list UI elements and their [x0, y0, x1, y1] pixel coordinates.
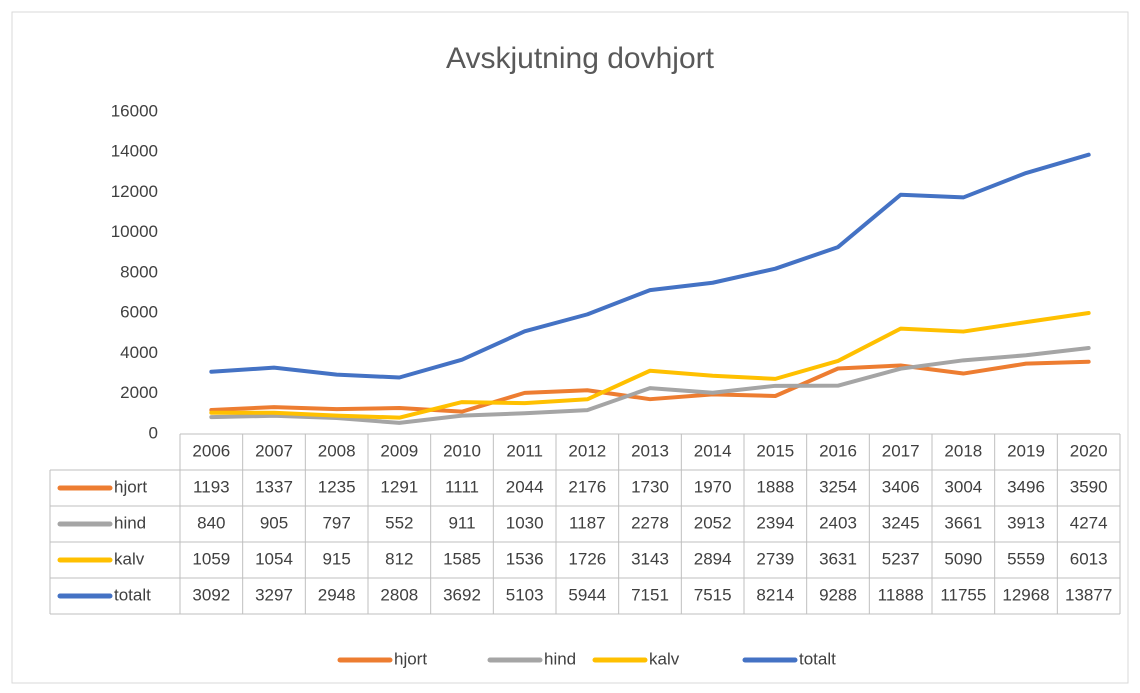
table-cell: 3692 — [443, 585, 481, 604]
table-cell: 1030 — [506, 513, 544, 532]
y-tick-label: 14000 — [111, 142, 158, 161]
x-tick-label: 2010 — [443, 441, 481, 460]
chart-border — [11, 11, 1129, 684]
table-cell: 3913 — [1007, 513, 1045, 532]
table-cell: 7151 — [631, 585, 669, 604]
series-line — [209, 359, 1091, 414]
legend-label: totalt — [799, 649, 836, 668]
table-cell: 1726 — [568, 549, 606, 568]
table-cell: 2044 — [506, 477, 544, 496]
table-cell: 2176 — [568, 477, 606, 496]
table-cell: 1111 — [445, 477, 479, 496]
table-cell: 4274 — [1070, 513, 1108, 532]
y-tick-label: 4000 — [120, 343, 158, 362]
table-cell: 905 — [260, 513, 288, 532]
table-cell: 5559 — [1007, 549, 1045, 568]
table-cell: 13877 — [1065, 585, 1112, 604]
table-cell: 915 — [322, 549, 350, 568]
table-cell: 1187 — [569, 513, 606, 532]
table-cell: 3631 — [819, 549, 857, 568]
x-tick-label: 2020 — [1070, 441, 1108, 460]
table-cell: 911 — [448, 513, 475, 532]
table-cell: 1536 — [506, 549, 544, 568]
series-line — [209, 345, 1091, 425]
table-cell: 2394 — [756, 513, 794, 532]
table-cell: 2278 — [631, 513, 669, 532]
table-cell: 3245 — [882, 513, 920, 532]
x-tick-label: 2007 — [255, 441, 293, 460]
legend-label: hjort — [394, 649, 427, 668]
table-cell: 3590 — [1070, 477, 1108, 496]
legend-label: kalv — [649, 649, 680, 668]
table-cell: 5090 — [944, 549, 982, 568]
x-tick-label: 2012 — [568, 441, 606, 460]
x-tick-label: 2008 — [318, 441, 356, 460]
y-tick-label: 6000 — [120, 303, 158, 322]
table-cell: 3297 — [255, 585, 293, 604]
table-cell: 3496 — [1007, 477, 1045, 496]
table-cell: 8214 — [756, 585, 794, 604]
table-cell: 9288 — [819, 585, 857, 604]
table-cell: 2052 — [694, 513, 732, 532]
table-series-name: hind — [114, 513, 146, 532]
x-tick-label: 2018 — [944, 441, 982, 460]
table-cell: 3406 — [882, 477, 920, 496]
table-cell: 5237 — [882, 549, 920, 568]
x-tick-label: 2017 — [882, 441, 920, 460]
table-cell: 1059 — [192, 549, 230, 568]
y-tick-label: 2000 — [120, 383, 158, 402]
table-cell: 11888 — [878, 585, 924, 604]
x-tick-label: 2014 — [694, 441, 732, 460]
series-line — [209, 152, 1091, 380]
y-tick-label: 8000 — [120, 262, 158, 281]
table-cell: 2403 — [819, 513, 857, 532]
table-cell: 3092 — [192, 585, 230, 604]
table-cell: 1888 — [756, 477, 794, 496]
table-cell: 1730 — [631, 477, 669, 496]
table-cell: 6013 — [1070, 549, 1108, 568]
series-line — [209, 310, 1091, 420]
x-tick-label: 2016 — [819, 441, 857, 460]
table-cell: 840 — [197, 513, 225, 532]
table-cell: 1054 — [255, 549, 293, 568]
table-cell: 1585 — [443, 549, 481, 568]
table-cell: 2808 — [380, 585, 418, 604]
table-cell: 3004 — [944, 477, 982, 496]
table-cell: 1291 — [380, 477, 418, 496]
y-tick-label: 0 — [149, 423, 158, 442]
table-cell: 552 — [385, 513, 413, 532]
legend-label: hind — [544, 649, 576, 668]
table-cell: 1337 — [255, 477, 293, 496]
chart-title: Avskjutning dovhjort — [446, 42, 715, 75]
table-cell: 11755 — [940, 585, 986, 604]
table-cell: 812 — [385, 549, 413, 568]
x-tick-label: 2015 — [756, 441, 794, 460]
y-tick-label: 10000 — [111, 222, 158, 241]
table-cell: 12968 — [1002, 585, 1049, 604]
table-cell: 1970 — [694, 477, 732, 496]
x-tick-label: 2013 — [631, 441, 669, 460]
y-tick-label: 12000 — [111, 182, 158, 201]
table-cell: 797 — [322, 513, 350, 532]
table-cell: 1193 — [193, 477, 230, 496]
table-cell: 2739 — [756, 549, 794, 568]
x-tick-label: 2011 — [506, 441, 543, 460]
table-cell: 3143 — [631, 549, 669, 568]
table-series-name: kalv — [114, 549, 145, 568]
table-cell: 3661 — [944, 513, 982, 532]
table-cell: 1235 — [318, 477, 356, 496]
y-tick-label: 16000 — [111, 101, 158, 120]
table-series-name: totalt — [114, 585, 151, 604]
x-tick-label: 2019 — [1007, 441, 1045, 460]
table-cell: 3254 — [819, 477, 857, 496]
table-cell: 5103 — [506, 585, 544, 604]
table-cell: 7515 — [694, 585, 732, 604]
x-tick-label: 2006 — [192, 441, 230, 460]
x-tick-label: 2009 — [380, 441, 418, 460]
table-series-name: hjort — [114, 477, 147, 496]
table-cell: 5944 — [568, 585, 606, 604]
table-cell: 2894 — [694, 549, 732, 568]
table-cell: 2948 — [318, 585, 356, 604]
